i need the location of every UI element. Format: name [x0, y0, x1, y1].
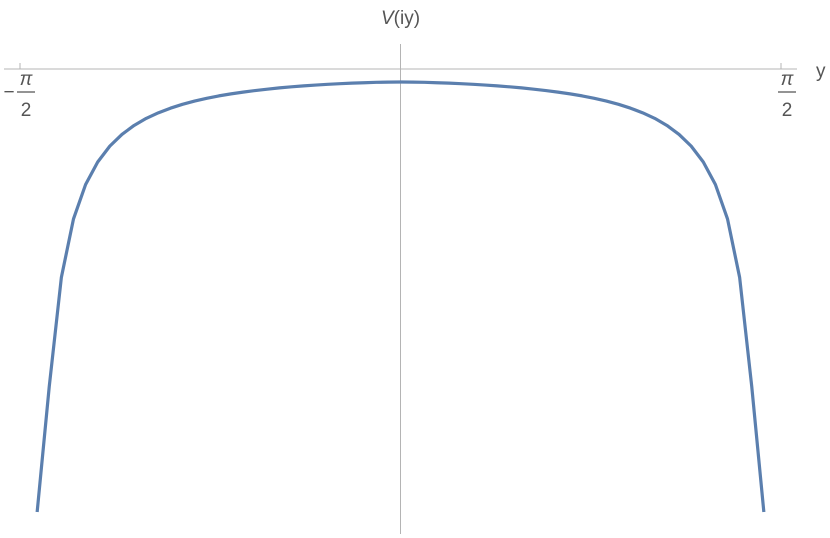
x-tick-group: π2−π2: [3, 63, 796, 121]
y-axis-label-v: V: [381, 8, 396, 29]
x-tick-pi-over-2: π2: [778, 63, 796, 121]
x-tick-numerator: π: [20, 69, 34, 90]
x-tick-minus-sign: −: [3, 82, 14, 103]
x-tick-numerator: π: [781, 69, 795, 90]
x-tick-neg-pi-over-2: π 2−: [3, 63, 35, 121]
x-tick-denominator: 2: [782, 100, 793, 121]
x-axis-label: y: [816, 61, 826, 82]
x-tick-denominator: 2: [21, 100, 32, 121]
y-axis-label: V(iy): [381, 8, 420, 29]
y-axis-label-arg: (iy): [394, 8, 420, 29]
series-line-v-iy: [35, 80, 766, 513]
